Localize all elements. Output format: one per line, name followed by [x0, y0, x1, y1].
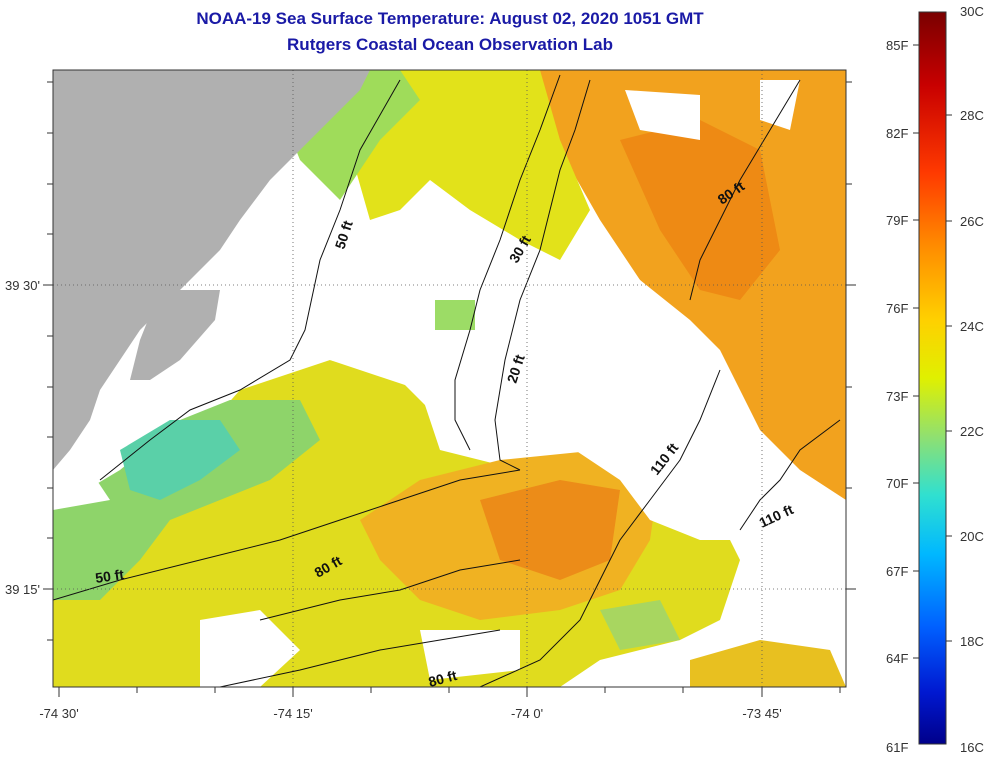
- cloud-gap-south2: [420, 630, 520, 680]
- cb-c-16: 16C: [960, 740, 984, 755]
- green-patch-center: [435, 300, 475, 330]
- y-tick-2: 39 15': [5, 582, 40, 597]
- cb-f-76: 76F: [886, 301, 909, 316]
- cb-c-18: 18C: [960, 634, 984, 649]
- colorbar-ticks: [913, 44, 952, 659]
- depth-label-80ft-bottom: 80 ft: [427, 667, 459, 690]
- cb-c-26: 26C: [960, 214, 984, 229]
- cloud-gap-south: [200, 610, 300, 687]
- cb-f-61: 61F: [886, 740, 909, 755]
- cb-c-22: 22C: [960, 424, 984, 439]
- cb-c-30: 30C: [960, 4, 984, 19]
- cb-f-85: 85F: [886, 38, 909, 53]
- cb-c-20: 20C: [960, 529, 984, 544]
- cb-f-82: 82F: [886, 126, 909, 141]
- cloud-gap-southwest: [53, 470, 110, 510]
- hot-core-northeast: [620, 120, 780, 300]
- cb-f-64: 64F: [886, 651, 909, 666]
- yellow-sst-southeast: [690, 640, 846, 687]
- cb-c-28: 28C: [960, 108, 984, 123]
- cb-f-67: 67F: [886, 564, 909, 579]
- map-subtitle: Rutgers Coastal Ocean Observation Lab: [287, 35, 613, 54]
- map-area: [53, 70, 846, 687]
- hot-core-south: [480, 480, 620, 580]
- depth-label-50ft-south: 50 ft: [94, 566, 125, 586]
- colorbar: [918, 11, 947, 745]
- cb-f-70: 70F: [886, 476, 909, 491]
- x-tick-1: -74 30': [39, 706, 78, 721]
- x-tick-4: -73 45': [742, 706, 781, 721]
- land-barrier-island: [130, 290, 220, 380]
- cb-c-24: 24C: [960, 319, 984, 334]
- cloud-gap-east: [760, 80, 800, 130]
- green-sst-southeast: [600, 600, 680, 650]
- map-title: NOAA-19 Sea Surface Temperature: August …: [196, 9, 704, 28]
- land-new-jersey: [53, 70, 370, 470]
- cb-f-73: 73F: [886, 389, 909, 404]
- x-tick-2: -74 15': [273, 706, 312, 721]
- tick-marks: [43, 81, 856, 697]
- green-sst-southwest: [53, 400, 320, 600]
- cloud-gap-northeast: [625, 90, 700, 140]
- depth-contours: [53, 74, 841, 687]
- graticule: [53, 70, 846, 687]
- cb-f-79: 79F: [886, 213, 909, 228]
- y-tick-1: 39 30': [5, 278, 40, 293]
- x-tick-3: -74 0': [511, 706, 543, 721]
